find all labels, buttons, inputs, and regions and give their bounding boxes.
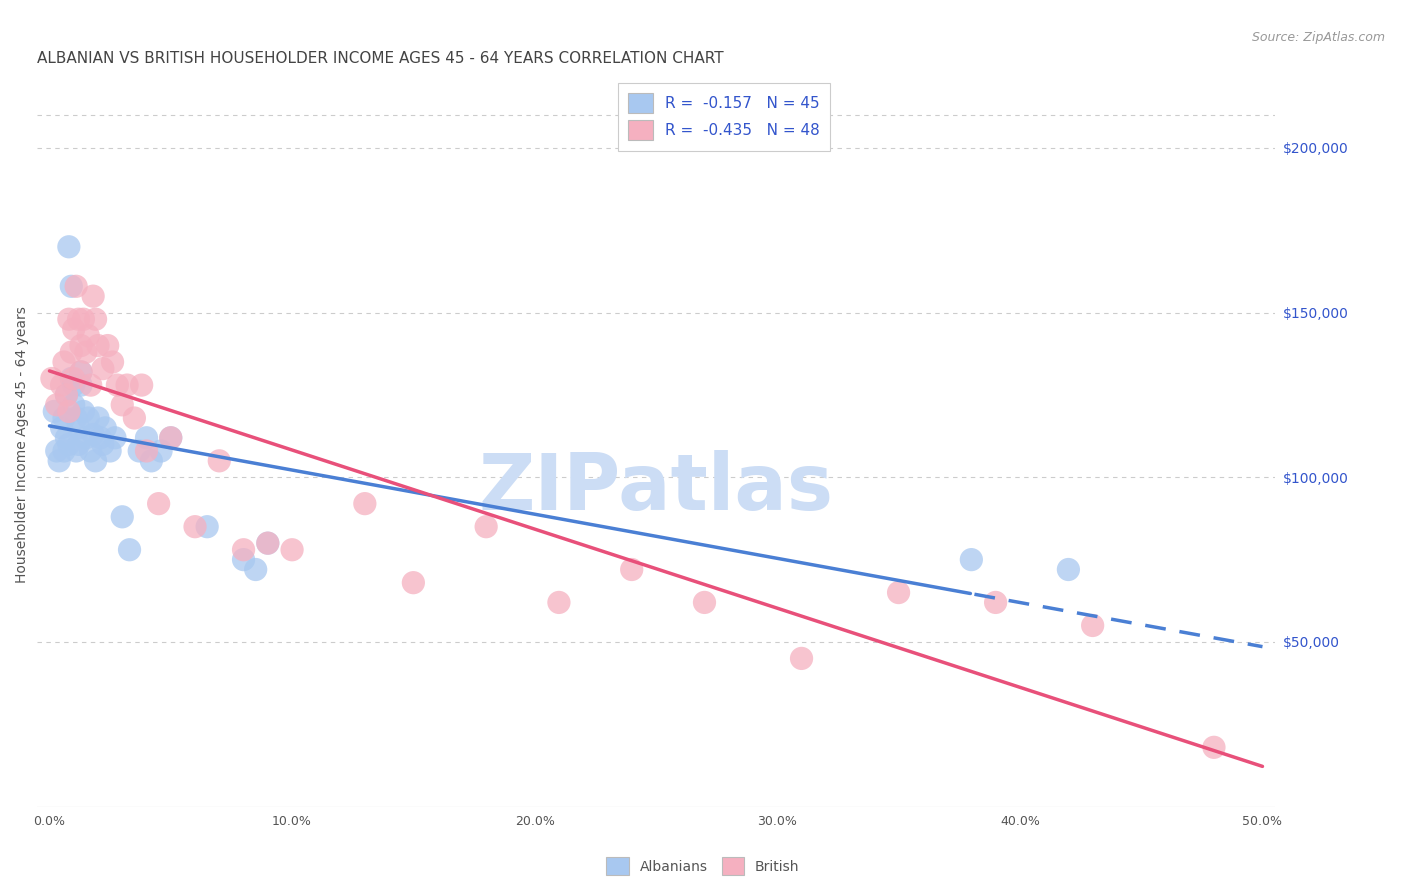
Point xyxy=(53,355,76,369)
Legend: Albanians, British: Albanians, British xyxy=(600,852,806,880)
Point xyxy=(111,509,134,524)
Point xyxy=(82,289,104,303)
Point xyxy=(91,437,114,451)
Point xyxy=(60,371,83,385)
Point xyxy=(887,585,910,599)
Point xyxy=(620,562,643,576)
Point xyxy=(53,444,76,458)
Point xyxy=(281,542,304,557)
Point xyxy=(65,279,87,293)
Point xyxy=(51,421,73,435)
Point xyxy=(62,378,84,392)
Point xyxy=(41,371,63,385)
Point xyxy=(80,444,103,458)
Point xyxy=(67,312,90,326)
Point xyxy=(62,322,84,336)
Text: Source: ZipAtlas.com: Source: ZipAtlas.com xyxy=(1251,31,1385,45)
Point xyxy=(60,345,83,359)
Point xyxy=(135,444,157,458)
Point xyxy=(232,542,254,557)
Point xyxy=(72,312,94,326)
Point xyxy=(548,595,571,609)
Point xyxy=(89,431,111,445)
Point xyxy=(159,431,181,445)
Point xyxy=(67,437,90,451)
Point xyxy=(70,365,93,379)
Point xyxy=(159,431,181,445)
Point xyxy=(1057,562,1080,576)
Point xyxy=(97,338,120,352)
Point xyxy=(84,312,107,326)
Point xyxy=(48,454,70,468)
Point xyxy=(82,427,104,442)
Point xyxy=(55,388,77,402)
Point xyxy=(256,536,278,550)
Point xyxy=(62,371,84,385)
Point xyxy=(87,338,110,352)
Point xyxy=(65,411,87,425)
Point xyxy=(55,388,77,402)
Point xyxy=(101,355,124,369)
Point xyxy=(77,328,100,343)
Point xyxy=(150,444,173,458)
Point xyxy=(51,378,73,392)
Point xyxy=(98,444,121,458)
Point xyxy=(131,378,153,392)
Point xyxy=(128,444,150,458)
Point xyxy=(105,378,128,392)
Point xyxy=(62,398,84,412)
Point xyxy=(1202,740,1225,755)
Point xyxy=(45,444,67,458)
Point xyxy=(84,454,107,468)
Legend: R =  -0.157   N = 45, R =  -0.435   N = 48: R = -0.157 N = 45, R = -0.435 N = 48 xyxy=(617,83,831,151)
Point xyxy=(70,365,93,379)
Point xyxy=(693,595,716,609)
Point xyxy=(60,279,83,293)
Point xyxy=(94,421,117,435)
Point xyxy=(77,411,100,425)
Point xyxy=(75,431,97,445)
Point xyxy=(984,595,1007,609)
Point xyxy=(58,404,80,418)
Point xyxy=(45,398,67,412)
Point xyxy=(70,378,93,392)
Point xyxy=(256,536,278,550)
Point xyxy=(104,431,127,445)
Point xyxy=(118,542,141,557)
Point xyxy=(115,378,138,392)
Point xyxy=(232,552,254,566)
Point xyxy=(184,519,207,533)
Point xyxy=(195,519,218,533)
Point xyxy=(80,378,103,392)
Text: ALBANIAN VS BRITISH HOUSEHOLDER INCOME AGES 45 - 64 YEARS CORRELATION CHART: ALBANIAN VS BRITISH HOUSEHOLDER INCOME A… xyxy=(38,51,724,66)
Point xyxy=(124,411,146,425)
Point xyxy=(58,312,80,326)
Point xyxy=(72,404,94,418)
Point xyxy=(135,431,157,445)
Point xyxy=(141,454,163,468)
Point xyxy=(65,444,87,458)
Point xyxy=(111,398,134,412)
Point xyxy=(475,519,498,533)
Point xyxy=(58,437,80,451)
Point xyxy=(402,575,425,590)
Point xyxy=(55,431,77,445)
Point xyxy=(75,345,97,359)
Point xyxy=(208,454,231,468)
Point xyxy=(87,411,110,425)
Y-axis label: Householder Income Ages 45 - 64 years: Householder Income Ages 45 - 64 years xyxy=(15,306,30,582)
Point xyxy=(53,411,76,425)
Point xyxy=(960,552,983,566)
Point xyxy=(148,497,170,511)
Point xyxy=(353,497,375,511)
Point xyxy=(58,240,80,254)
Point xyxy=(67,421,90,435)
Point xyxy=(790,651,813,665)
Point xyxy=(70,338,93,352)
Point xyxy=(91,361,114,376)
Text: ZIPatlas: ZIPatlas xyxy=(478,450,834,526)
Point xyxy=(245,562,267,576)
Point xyxy=(44,404,66,418)
Point xyxy=(1081,618,1104,632)
